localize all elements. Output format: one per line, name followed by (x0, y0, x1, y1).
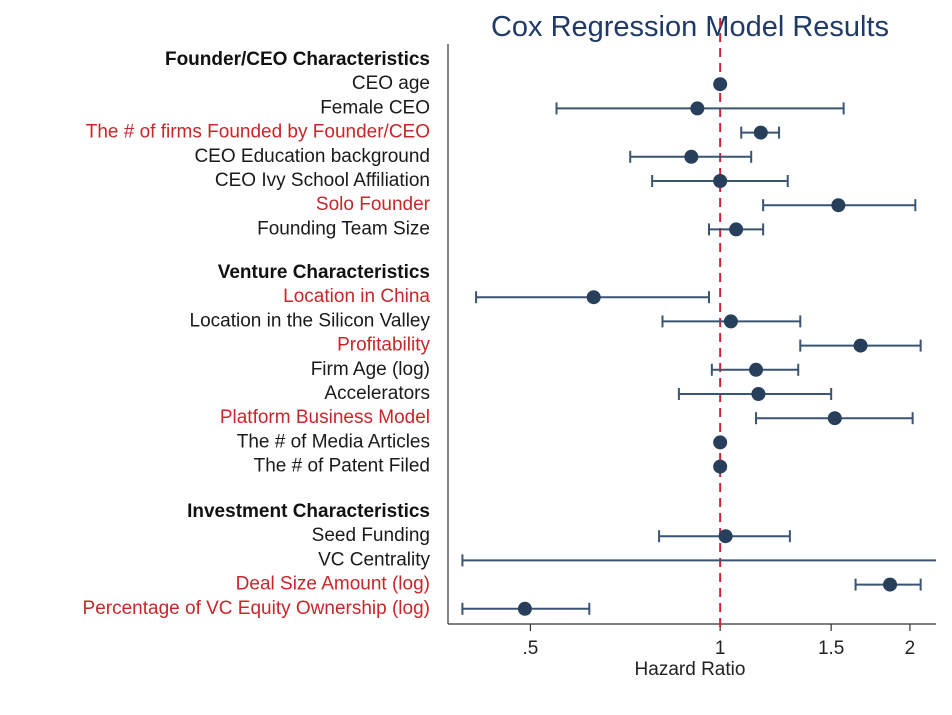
point-estimate (713, 77, 728, 92)
chart-title: Cox Regression Model Results (491, 11, 889, 43)
row-label: Percentage of VC Equity Ownership (log) (83, 598, 430, 619)
point-estimate (684, 149, 699, 164)
point-estimate (729, 222, 744, 237)
row-label: VC Centrality (318, 549, 430, 570)
x-axis-label: Hazard Ratio (635, 659, 746, 680)
point-estimate (831, 198, 846, 213)
point-estimate (853, 338, 868, 353)
x-axis: .5 1 1.5 2 (447, 44, 936, 659)
group-heading: Founder/CEO Characteristics (165, 49, 430, 70)
point-estimate (753, 125, 768, 140)
row-label: Accelerators (324, 383, 430, 404)
point-estimate (713, 174, 728, 188)
point-estimate (718, 529, 733, 544)
point-estimate (751, 387, 766, 401)
row-label: Firm Age (log) (311, 359, 430, 380)
point-estimate (883, 577, 898, 592)
row-label: Solo Founder (316, 194, 431, 215)
point-estimate (713, 459, 728, 474)
row-label: The # of firms Founded by Founder/CEO (86, 122, 430, 143)
point-estimate (723, 314, 738, 329)
row-label: Location in China (283, 286, 430, 307)
point-estimate (713, 435, 728, 450)
point-estimate (827, 411, 842, 426)
row-label: Platform Business Model (220, 407, 430, 428)
x-tick-label: 1 (715, 638, 726, 659)
row-label: CEO Education background (194, 146, 430, 167)
plot-marks (461, 18, 936, 628)
point-estimate (749, 362, 764, 377)
row-label: Location in the Silicon Valley (190, 310, 431, 331)
row-label: Profitability (337, 335, 430, 356)
point-estimate (690, 101, 705, 116)
row-label: The # of Media Articles (237, 431, 430, 452)
row-label: Founding Team Size (257, 218, 430, 239)
row-label: Female CEO (320, 97, 430, 118)
row-label: The # of Patent Filed (254, 456, 430, 477)
row-label: CEO age (352, 73, 430, 94)
point-estimate (517, 601, 532, 616)
x-tick-label: .5 (522, 638, 538, 659)
x-tick-label: 1.5 (818, 638, 844, 659)
x-tick-label: 2 (905, 638, 916, 659)
group-heading: Venture Characteristics (218, 262, 430, 283)
group-heading: Investment Characteristics (187, 501, 430, 522)
row-label: Deal Size Amount (log) (236, 574, 430, 595)
row-label: CEO Ivy School Affiliation (215, 170, 430, 191)
row-labels: Founder/CEO Characteristics CEO age Female… (83, 49, 431, 619)
point-estimate (586, 290, 601, 305)
row-label: Seed Funding (312, 525, 430, 546)
